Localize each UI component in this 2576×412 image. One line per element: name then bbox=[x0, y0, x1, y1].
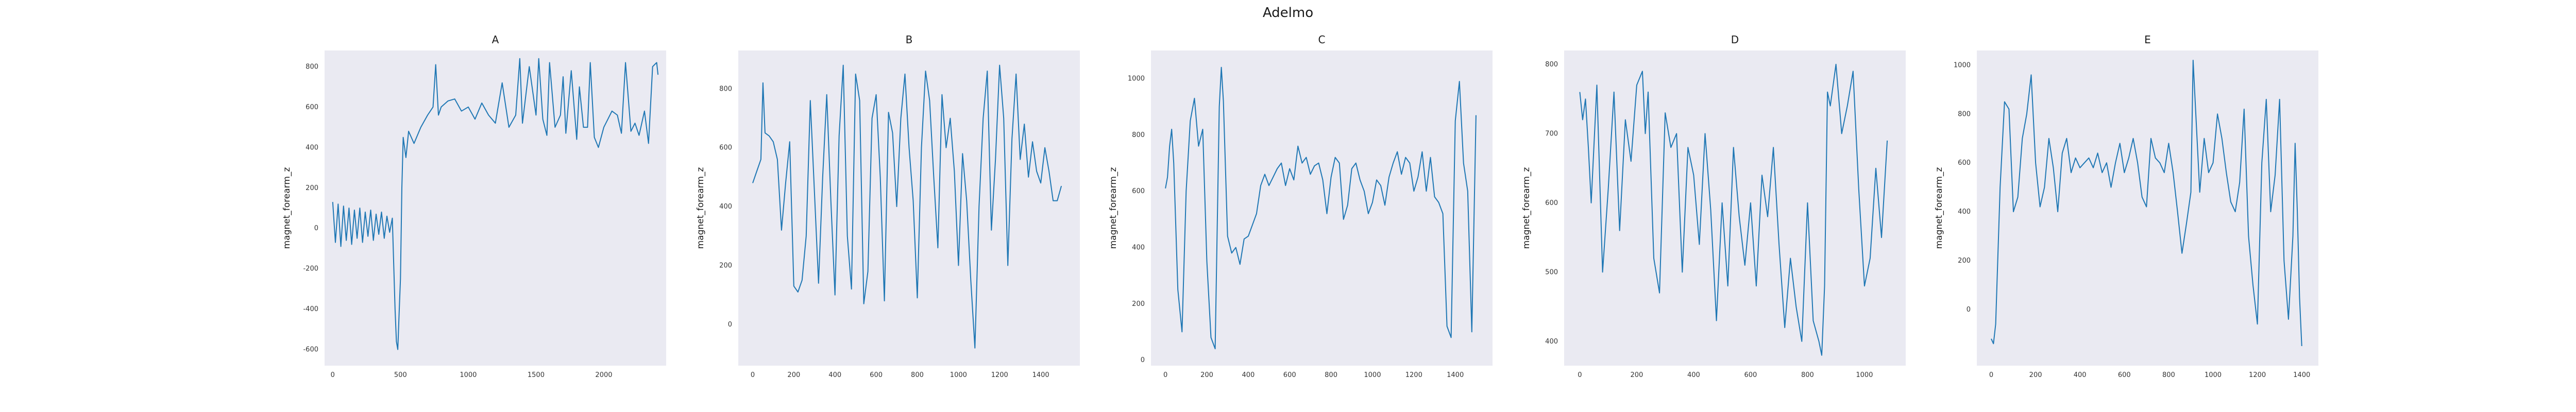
x-tick-label: 1200 bbox=[991, 371, 1008, 379]
plot-area-e bbox=[1977, 50, 2318, 366]
x-tick-label: 1000 bbox=[460, 371, 477, 379]
x-tick-label: 0 bbox=[1578, 371, 1582, 379]
chart-panels: A0 500 1000 1500 2000-600-400-20002004006008… bbox=[282, 33, 2318, 379]
x-tick-label: 200 bbox=[2029, 371, 2042, 379]
x-tick-label: 1400 bbox=[2293, 371, 2310, 379]
x-tick-label: 400 bbox=[828, 371, 841, 379]
x-tick-label: 1500 bbox=[528, 371, 545, 379]
series-line-c bbox=[1165, 66, 1477, 350]
y-tick-label: 400 bbox=[1958, 208, 1971, 216]
x-tick-label: 1000 bbox=[1856, 371, 1873, 379]
y-tick-label: 200 bbox=[1132, 300, 1145, 308]
y-tick-label: 1000 bbox=[1954, 61, 1971, 69]
x-tick-label: 1000 bbox=[1364, 371, 1381, 379]
x-tick-label: 200 bbox=[1200, 371, 1213, 379]
chart-title-d: D bbox=[1731, 33, 1739, 46]
y-tick-label: 0 bbox=[1967, 306, 1971, 314]
chart-panel-c: C 0 200 400 600 800 1000 1200 1400 0 200 400 600 800 1… bbox=[1108, 33, 1493, 379]
x-tick-label: 1000 bbox=[2205, 371, 2222, 379]
y-tick-label: 600 bbox=[306, 104, 318, 111]
y-tick-label: 600 bbox=[1132, 187, 1145, 195]
x-tick-label: 400 bbox=[2074, 371, 2087, 379]
x-tick-label: 600 bbox=[2118, 371, 2131, 379]
y-tick-label: 700 bbox=[1545, 130, 1558, 138]
x-tick-label: 600 bbox=[870, 371, 883, 379]
y-tick-label: 200 bbox=[1958, 257, 1971, 265]
chart-panel-a: A 0 500 1000 1500 2000 -600 -400 -200 0 200 400 600 8… bbox=[282, 33, 666, 379]
x-tick-label: 600 bbox=[1744, 371, 1757, 379]
chart-title-a: A bbox=[492, 33, 499, 46]
x-tick-label: 1000 bbox=[950, 371, 967, 379]
x-tick-label: 0 bbox=[1989, 371, 1993, 379]
y-tick-label: 800 bbox=[719, 85, 732, 93]
y-tick-label: 600 bbox=[1958, 159, 1971, 167]
figure-suptitle: Adelmo bbox=[1263, 5, 1313, 21]
y-axis-label: magnet_forearm_z bbox=[282, 167, 292, 249]
chart-title-c: C bbox=[1318, 33, 1326, 46]
x-tick-label: 0 bbox=[331, 371, 335, 379]
x-tick-label: 200 bbox=[787, 371, 800, 379]
series-line-b bbox=[752, 64, 1062, 349]
chart-title-b: B bbox=[906, 33, 913, 46]
x-tick-label: 800 bbox=[1801, 371, 1814, 379]
y-tick-label: 600 bbox=[719, 144, 732, 152]
x-tick-label: 1200 bbox=[1405, 371, 1422, 379]
chart-panel-e: E 0 200 400 600 800 1000 1200 1400 0 200 400 600 800 1… bbox=[1934, 33, 2318, 379]
y-tick-label: 200 bbox=[719, 262, 732, 270]
x-tick-label: 200 bbox=[1630, 371, 1643, 379]
y-tick-label: 0 bbox=[314, 225, 318, 232]
x-tick-label: 500 bbox=[394, 371, 407, 379]
x-tick-label: 0 bbox=[1163, 371, 1167, 379]
y-tick-label: 400 bbox=[719, 203, 732, 211]
series-line-d bbox=[1579, 63, 1888, 356]
x-tick-label: 1200 bbox=[2249, 371, 2266, 379]
x-tick-label: 800 bbox=[2162, 371, 2175, 379]
x-tick-label: 400 bbox=[1687, 371, 1700, 379]
y-tick-label: 600 bbox=[1545, 199, 1558, 207]
y-tick-label: 1000 bbox=[1128, 75, 1145, 83]
y-tick-label: -400 bbox=[303, 305, 318, 313]
y-tick-label: -200 bbox=[303, 265, 318, 273]
x-tick-label: 2000 bbox=[595, 371, 612, 379]
x-tick-label: 800 bbox=[1325, 371, 1337, 379]
y-tick-label: 400 bbox=[1132, 244, 1145, 252]
series-line-e bbox=[1991, 60, 2302, 347]
plot-area-b bbox=[738, 50, 1080, 366]
y-tick-label: 800 bbox=[1132, 131, 1145, 139]
plot-area-a bbox=[325, 50, 666, 366]
chart-title-e: E bbox=[2144, 33, 2151, 46]
y-tick-label: 0 bbox=[728, 321, 732, 329]
x-tick-label: 800 bbox=[911, 371, 924, 379]
chart-panel-b: B 0 200 400 600 800 1000 1200 1400 0 200 400 600 800 m… bbox=[696, 33, 1080, 379]
x-tick-label: 1400 bbox=[1032, 371, 1049, 379]
y-tick-label: -600 bbox=[303, 346, 318, 354]
x-tick-label: 1400 bbox=[1447, 371, 1464, 379]
y-tick-label: 500 bbox=[1545, 268, 1558, 276]
y-axis-label: magnet_forearm_z bbox=[696, 167, 706, 249]
y-tick-label: 800 bbox=[306, 63, 318, 71]
x-tick-label: 0 bbox=[751, 371, 755, 379]
y-tick-label: 0 bbox=[1141, 356, 1145, 364]
y-tick-label: 400 bbox=[1545, 338, 1558, 346]
x-tick-label: 400 bbox=[1242, 371, 1255, 379]
plot-area-c bbox=[1151, 50, 1493, 366]
series-line-a bbox=[332, 58, 659, 350]
x-tick-label: 600 bbox=[1283, 371, 1296, 379]
y-tick-label: 800 bbox=[1958, 110, 1971, 118]
y-tick-label: 400 bbox=[306, 144, 318, 151]
y-axis-label: magnet_forearm_z bbox=[1934, 167, 1944, 249]
y-tick-label: 200 bbox=[306, 184, 318, 192]
chart-panel-d: D 0 200 400 600 800 1000 400 500 600 700 800 magnet_… bbox=[1521, 33, 1906, 379]
y-axis-label: magnet_forearm_z bbox=[1521, 167, 1532, 249]
y-axis-label: magnet_forearm_z bbox=[1108, 167, 1118, 249]
y-tick-label: 800 bbox=[1545, 61, 1558, 68]
